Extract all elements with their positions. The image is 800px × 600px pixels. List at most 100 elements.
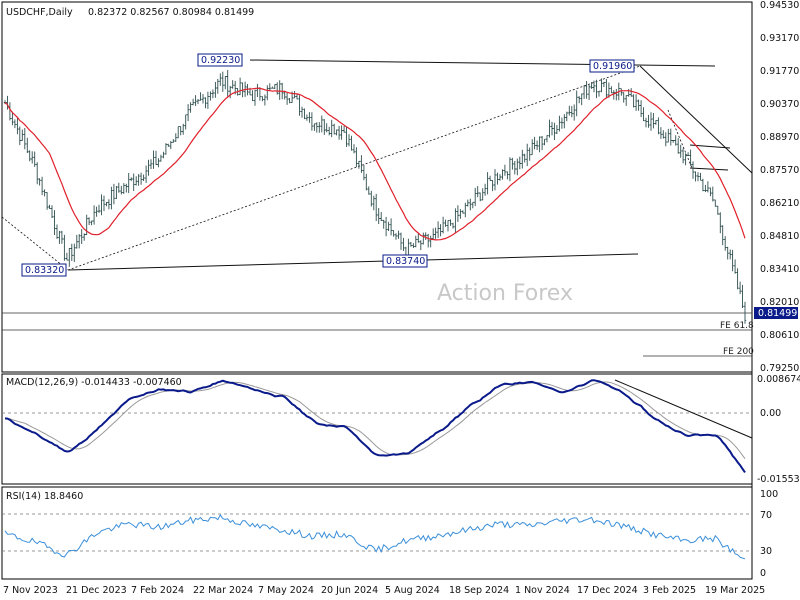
price-bar (157, 158, 160, 168)
price-bar (642, 107, 645, 122)
price-bar (605, 79, 608, 99)
price-bar (662, 130, 665, 139)
price-bar (112, 183, 116, 205)
price-bar (711, 186, 714, 202)
top-trendline (249, 59, 716, 67)
price-bar (706, 181, 710, 193)
price-bar (33, 151, 36, 167)
price-bar (607, 82, 611, 98)
price-bar (273, 84, 276, 89)
price-bar (573, 104, 576, 121)
price-bar (45, 191, 49, 210)
price-bar (738, 281, 742, 295)
price-bar (271, 86, 274, 89)
price-bar (731, 249, 734, 272)
price-bar (429, 235, 432, 248)
price-bar (125, 183, 128, 193)
price-bar (620, 88, 623, 96)
price-bar (575, 90, 578, 117)
price-bar (709, 187, 712, 197)
price-bar (434, 227, 437, 239)
date-tick: 22 Mar 2024 (193, 585, 253, 596)
price-bar (382, 219, 385, 229)
price-bar (503, 164, 507, 176)
price-bar (392, 229, 395, 237)
price-label-box (21, 263, 67, 277)
price-bar (719, 212, 722, 234)
price-bar (496, 172, 499, 185)
price-bar (560, 117, 564, 129)
price-bar (154, 150, 158, 165)
price-bar (137, 174, 140, 186)
price-bar (214, 82, 217, 98)
price-bar (679, 144, 682, 158)
price-bar (65, 252, 69, 261)
price-bar (16, 117, 19, 135)
price-bar (664, 132, 667, 147)
price-bar (253, 89, 257, 106)
price-bar (595, 79, 598, 99)
price-bars (3, 70, 747, 324)
price-bar (610, 86, 613, 94)
price-bar (568, 105, 571, 116)
price-bar (726, 246, 729, 260)
price-bar (350, 135, 353, 151)
price-bar (224, 76, 227, 90)
price-bar (90, 220, 93, 226)
last-price-marker: 0.81499 (754, 307, 798, 319)
price-bar (204, 97, 207, 109)
price-bar (266, 85, 269, 101)
price-bar (733, 259, 737, 274)
price-bar (446, 220, 450, 232)
price-bar (469, 198, 472, 211)
price-bar (251, 90, 254, 102)
price-bar (672, 140, 675, 143)
price-bar (152, 150, 155, 169)
price-bar (73, 243, 76, 262)
price-bar (488, 175, 492, 181)
price-bar (107, 199, 111, 210)
price-bar (587, 84, 591, 100)
price-bar (216, 78, 219, 94)
price-bar (211, 89, 215, 99)
price-bar (174, 133, 177, 142)
price-bar (13, 119, 17, 129)
price-bar (323, 119, 326, 135)
date-tick: 20 Jun 2024 (321, 585, 378, 596)
price-bar (191, 98, 195, 106)
price-tick: 0.83410 (760, 264, 799, 275)
price-bar (684, 153, 687, 166)
price-bar (365, 173, 368, 191)
price-bar (355, 147, 358, 167)
price-bar (315, 122, 318, 133)
price-bar (545, 135, 549, 143)
price-bar (328, 126, 331, 136)
price-tick: 0.80610 (760, 330, 799, 341)
price-bar (409, 242, 413, 247)
price-bar (466, 199, 469, 207)
price-bar (681, 148, 685, 164)
price-bar (330, 119, 333, 138)
macd-signal-line (4, 381, 746, 459)
date-tick: 17 Dec 2024 (577, 585, 638, 596)
price-bar (597, 90, 601, 97)
date-tick: 18 Sep 2024 (449, 585, 509, 596)
price-bar (194, 95, 197, 106)
rsi-tick: 70 (760, 510, 772, 521)
price-bar (432, 228, 435, 240)
fe200-label: FE 200 (723, 347, 754, 357)
price-bar (424, 232, 427, 240)
price-bar (120, 185, 123, 195)
price-bar (130, 177, 133, 182)
price-bar (303, 108, 306, 120)
moving-average-line (4, 87, 746, 241)
price-bar (179, 126, 182, 136)
price-label-box (589, 59, 635, 73)
price-bar (714, 199, 717, 207)
price-bar (518, 156, 521, 170)
flag-pole-line (667, 109, 693, 169)
price-bar (444, 219, 447, 227)
price-bar (699, 172, 702, 181)
price-bar (729, 249, 732, 260)
price-bar (550, 121, 554, 136)
